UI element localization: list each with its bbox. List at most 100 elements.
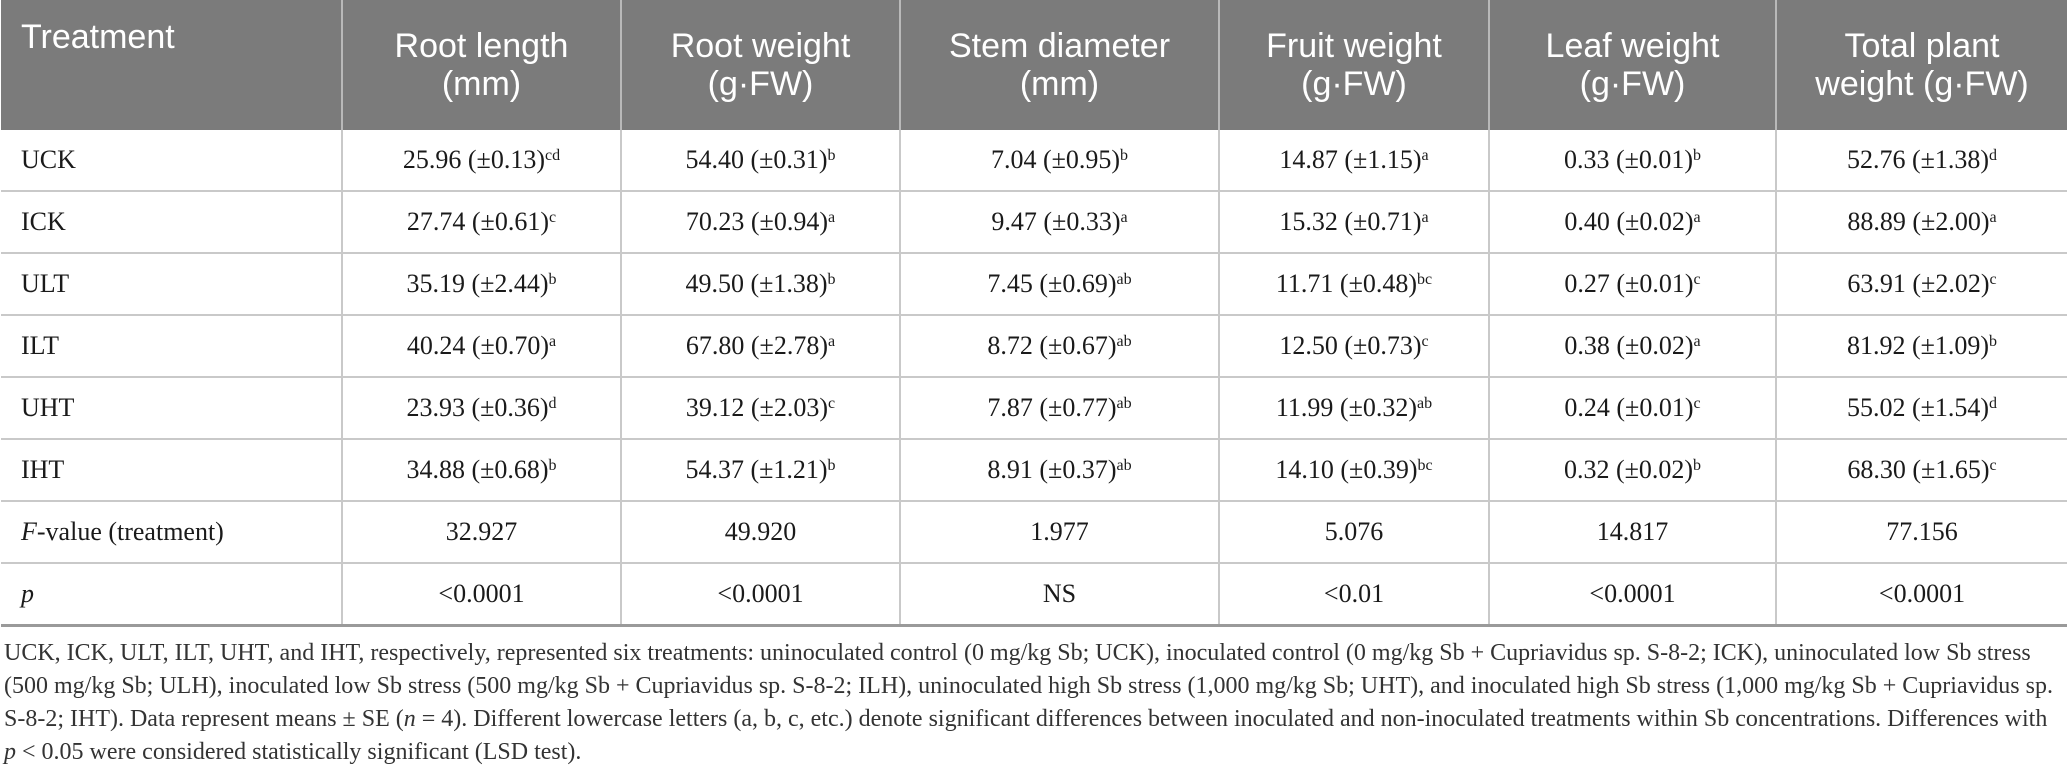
significance-letter: bc (1417, 271, 1433, 288)
significance-letter: b (548, 271, 557, 288)
significance-letter: b (827, 147, 836, 164)
significance-letter: c (1693, 271, 1701, 288)
significance-letter: bc (1417, 457, 1433, 474)
table-cell: 77.156 (1775, 501, 2067, 564)
significance-letter: a (1421, 209, 1429, 226)
table-row: ULT 35.19 (±2.44)b 49.50 (±1.38)b 7.45 (±0.… (1, 253, 2067, 316)
row-label-text: ICK (21, 207, 66, 236)
cell-value: 0.38 (±0.02) (1564, 331, 1694, 360)
significance-letter: c (1989, 457, 1997, 474)
cell-value: 63.91 (±2.02) (1847, 269, 1990, 298)
significance-letter: a (1421, 147, 1429, 164)
cell-value: 55.02 (±1.54) (1846, 393, 1990, 422)
significance-letter: c (1989, 271, 1997, 288)
row-label: IHT (1, 439, 342, 502)
cell-value: 39.12 (±2.03) (685, 393, 828, 422)
header-treatment: Treatment (1, 0, 342, 130)
significance-letter: d (548, 395, 557, 412)
cell-value: 52.76 (±1.38) (1846, 145, 1990, 174)
row-label-text: IHT (21, 455, 65, 484)
table-cell: 54.37 (±1.21)b (620, 439, 900, 502)
footnote-n-symbol: n (403, 706, 416, 732)
table-row: F-value (treatment) 32.927 49.920 1.977 5.07… (1, 501, 2067, 564)
table-cell: 81.92 (±1.09)b (1775, 315, 2067, 378)
row-label: F-value (treatment) (1, 501, 342, 564)
cell-value: 49.50 (±1.38) (685, 269, 828, 298)
table-row: UCK 25.96 (±0.13)cd 54.40 (±0.31)b 7.04 (±0… (1, 130, 2067, 192)
significance-letter: a (827, 209, 836, 226)
significance-letter: ab (1116, 457, 1132, 474)
significance-letter: a (548, 333, 557, 350)
table-cell: 49.920 (620, 501, 900, 564)
cell-value: 8.91 (±0.37) (987, 455, 1117, 484)
table-cell: <0.0001 (341, 563, 621, 627)
significance-letter: d (1989, 395, 1998, 412)
cell-value: 11.71 (±0.48) (1275, 269, 1417, 298)
table-cell: 1.977 (899, 501, 1219, 564)
table-cell: 55.02 (±1.54)d (1775, 377, 2067, 440)
table-cell: 54.40 (±0.31)b (620, 130, 900, 192)
table-cell: 9.47 (±0.33)a (899, 191, 1219, 254)
table-cell: 63.91 (±2.02)c (1775, 253, 2067, 316)
cell-value: 8.72 (±0.67) (987, 331, 1117, 360)
significance-letter: a (1693, 209, 1701, 226)
table-cell: <0.0001 (1775, 563, 2067, 627)
table-row: ILT 40.24 (±0.70)a 67.80 (±2.78)a 8.72 (±0.… (1, 315, 2067, 378)
significance-letter: d (1989, 147, 1998, 164)
table-cell: 5.076 (1218, 501, 1489, 564)
significance-letter: a (1120, 209, 1128, 226)
cell-value: <0.0001 (1589, 579, 1676, 608)
row-label-text: ULT (21, 269, 70, 298)
table-footnote: UCK, ICK, ULT, ILT, UHT, and IHT, respec… (0, 627, 2062, 769)
cell-value: 27.74 (±0.61) (406, 207, 549, 236)
cell-value: 23.93 (±0.36) (406, 393, 549, 422)
table-cell: 11.99 (±0.32)ab (1218, 377, 1489, 440)
cell-value: 0.32 (±0.02) (1563, 455, 1694, 484)
row-label: p (1, 563, 342, 627)
cell-value: 0.27 (±0.01) (1564, 269, 1694, 298)
table-cell: 0.32 (±0.02)b (1488, 439, 1776, 502)
cell-value: 0.24 (±0.01) (1564, 393, 1694, 422)
cell-value: 32.927 (445, 517, 518, 546)
significance-letter: b (1693, 147, 1702, 164)
significance-letter: b (1989, 333, 1998, 350)
table-cell: 35.19 (±2.44)b (341, 253, 621, 316)
cell-value: 49.920 (724, 517, 797, 546)
table-row: UHT 23.93 (±0.36)d 39.12 (±2.03)c 7.87 (±0.… (1, 377, 2067, 440)
table-cell: 0.40 (±0.02)a (1488, 191, 1776, 254)
row-label: ICK (1, 191, 342, 254)
cell-value: 9.47 (±0.33) (991, 207, 1121, 236)
header-root-weight: Root weight (g·FW) (620, 0, 900, 130)
significance-letter: ab (1116, 271, 1132, 288)
cell-value: 54.40 (±0.31) (685, 145, 828, 174)
footnote-part1: UCK, ICK, ULT, ILT, UHT, and IHT, respec… (4, 640, 2053, 732)
cell-value: 35.19 (±2.44) (406, 269, 549, 298)
footnote-part3: < 0.05 were considered statistically sig… (16, 739, 582, 765)
cell-value: 81.92 (±1.09) (1846, 331, 1990, 360)
cell-value: 0.40 (±0.02) (1564, 207, 1694, 236)
significance-letter: a (827, 333, 836, 350)
table-cell: <0.0001 (620, 563, 900, 627)
table-cell: 14.10 (±0.39)bc (1218, 439, 1489, 502)
significance-letter: ab (1417, 395, 1433, 412)
cell-value: NS (1042, 579, 1077, 608)
table-cell: 40.24 (±0.70)a (341, 315, 621, 378)
table-row: IHT 34.88 (±0.68)b 54.37 (±1.21)b 8.91 (±0.… (1, 439, 2067, 502)
table-cell: 27.74 (±0.61)c (341, 191, 621, 254)
significance-letter: b (1693, 457, 1702, 474)
row-label-italic: F (21, 517, 37, 546)
table-cell: 0.24 (±0.01)c (1488, 377, 1776, 440)
footnote-part2: = 4). Different lowercase letters (a, b,… (415, 706, 2048, 732)
table-cell: 14.87 (±1.15)a (1218, 130, 1489, 192)
row-label: ULT (1, 253, 342, 316)
cell-value: 0.33 (±0.01) (1563, 145, 1694, 174)
table-cell: 39.12 (±2.03)c (620, 377, 900, 440)
cell-value: 12.50 (±0.73) (1279, 331, 1422, 360)
table-cell: <0.01 (1218, 563, 1489, 627)
cell-value: 5.076 (1324, 517, 1384, 546)
cell-value: 77.156 (1886, 517, 1958, 546)
table-cell: 70.23 (±0.94)a (620, 191, 900, 254)
table-row: p <0.0001 <0.0001 NS <0.01 <0.0001 <0.0001 (1, 563, 2067, 627)
table-cell: 88.89 (±2.00)a (1775, 191, 2067, 254)
